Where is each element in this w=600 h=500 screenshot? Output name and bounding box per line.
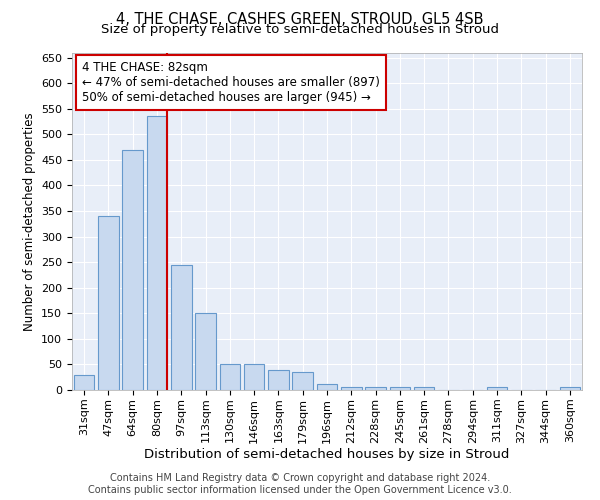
Bar	[146, 116, 167, 390]
Bar	[560, 388, 580, 390]
Bar	[195, 314, 216, 390]
Bar	[98, 216, 119, 390]
Bar	[74, 374, 94, 390]
Y-axis label: Number of semi-detached properties: Number of semi-detached properties	[23, 112, 35, 330]
Bar	[414, 388, 434, 390]
Bar	[389, 388, 410, 390]
Bar	[341, 388, 362, 390]
Bar	[122, 150, 143, 390]
Bar	[268, 370, 289, 390]
Bar	[220, 364, 240, 390]
Bar	[365, 388, 386, 390]
Text: Contains HM Land Registry data © Crown copyright and database right 2024.
Contai: Contains HM Land Registry data © Crown c…	[88, 474, 512, 495]
Bar	[244, 364, 265, 390]
X-axis label: Distribution of semi-detached houses by size in Stroud: Distribution of semi-detached houses by …	[145, 448, 509, 462]
Bar	[317, 384, 337, 390]
Text: 4 THE CHASE: 82sqm
← 47% of semi-detached houses are smaller (897)
50% of semi-d: 4 THE CHASE: 82sqm ← 47% of semi-detache…	[82, 61, 380, 104]
Text: 4, THE CHASE, CASHES GREEN, STROUD, GL5 4SB: 4, THE CHASE, CASHES GREEN, STROUD, GL5 …	[116, 12, 484, 28]
Bar	[487, 388, 508, 390]
Bar	[171, 264, 191, 390]
Text: Size of property relative to semi-detached houses in Stroud: Size of property relative to semi-detach…	[101, 22, 499, 36]
Bar	[292, 372, 313, 390]
